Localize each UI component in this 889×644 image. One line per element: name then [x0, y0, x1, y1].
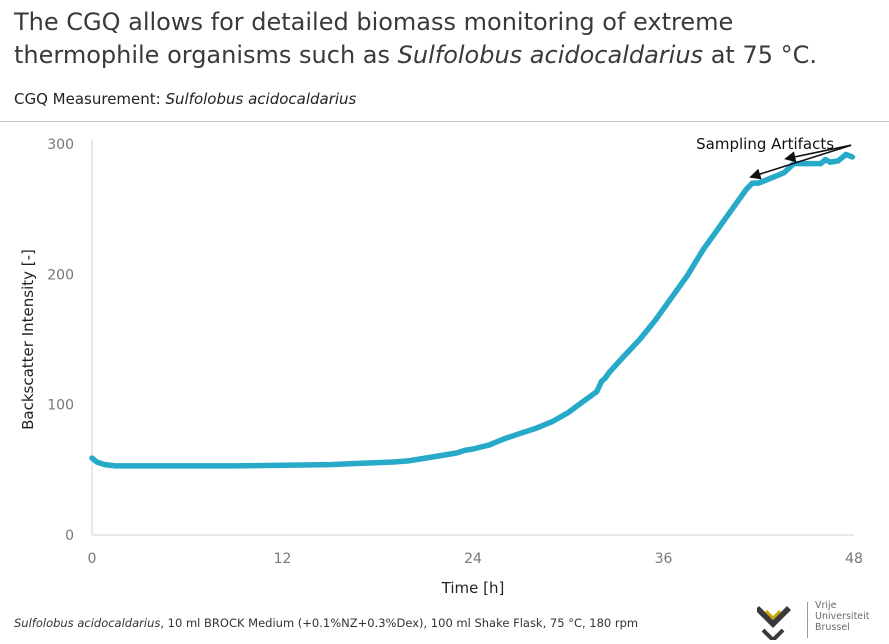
chart-subtitle: CGQ Measurement: Sulfolobus acidocaldari… [14, 90, 356, 108]
headline-text: The CGQ allows for detailed biomass moni… [14, 8, 734, 69]
x-axis-title: Time [h] [441, 579, 505, 597]
logo-text: Vrije Universiteit Brussel [815, 600, 870, 633]
x-tick-label: 24 [464, 551, 482, 567]
logo-line-1: Vrije [815, 600, 837, 611]
y-tick-label: 300 [47, 137, 74, 153]
series-line [89, 151, 856, 469]
annotation-label: Sampling Artifacts [696, 135, 834, 153]
headline: The CGQ allows for detailed biomass moni… [14, 6, 874, 72]
footnote-details: , 10 ml BROCK Medium (+0.1%NZ+0.3%Dex), … [160, 616, 639, 630]
subtitle-species: Sulfolobus acidocaldarius [165, 90, 357, 108]
annotation-arrow [749, 144, 852, 180]
y-tick-label: 0 [65, 528, 74, 544]
headline-species: Sulfolobus acidocaldarius [397, 41, 704, 69]
annotation-arrow [784, 144, 852, 163]
y-axis-title: Backscatter Intensity [-] [19, 249, 37, 430]
x-tick-label: 0 [88, 551, 97, 567]
separator-line [0, 121, 889, 122]
footnote: Sulfolobus acidocaldarius, 10 ml BROCK M… [14, 616, 638, 630]
x-tick-label: 12 [274, 551, 292, 567]
subtitle-prefix: CGQ Measurement: [14, 90, 166, 108]
x-tick-label: 36 [655, 551, 673, 567]
footnote-species: Sulfolobus acidocaldarius [14, 616, 161, 630]
y-tick-label: 100 [47, 398, 74, 414]
chart: 0 100 200 300 0 12 24 36 48 Time [h] Backscatter I… [19, 135, 863, 597]
vub-logo-mark [755, 606, 791, 643]
logo-line-2: Universiteit [815, 611, 870, 622]
y-tick-label: 200 [47, 267, 74, 283]
logo-divider [807, 602, 808, 638]
x-tick-label: 48 [845, 551, 863, 567]
vub-logo: Vrije Universiteit Brussel [755, 600, 889, 643]
headline-text-end: at 75 °C. [703, 41, 817, 69]
logo-line-3: Brussel [815, 622, 850, 633]
